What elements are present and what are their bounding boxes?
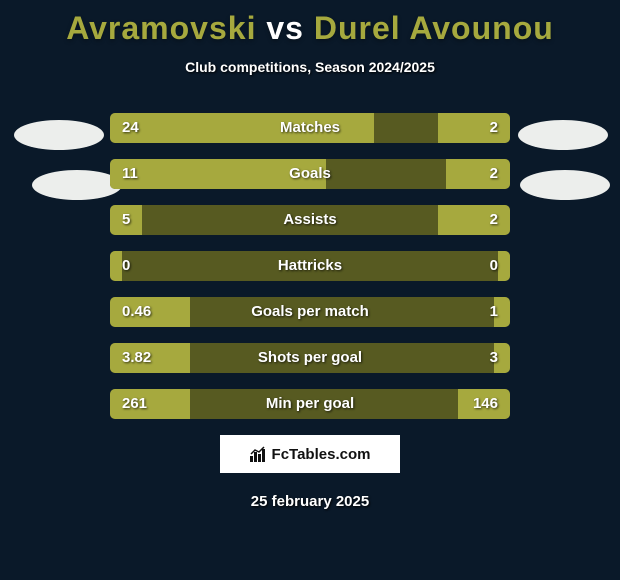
stat-label: Goals [110,159,510,189]
stat-row: Matches24 2 [110,113,510,143]
badge-placeholder [520,170,610,200]
stat-value-left: 261 [122,389,147,419]
stat-value-left: 0.46 [122,297,151,327]
player2-name: Durel Avounou [314,10,554,46]
vs-text: vs [266,10,304,46]
player2-badges [518,120,608,220]
badge-placeholder [518,120,608,150]
brand-badge: FcTables.com [220,435,400,473]
date-text: 25 february 2025 [0,493,620,510]
stat-row: Min per goal261 146 [110,389,510,419]
stat-value-right: 3 [490,343,498,373]
stat-label: Min per goal [110,389,510,419]
stat-value-right: 2 [490,113,498,143]
stat-value-left: 24 [122,113,139,143]
stat-label: Shots per goal [110,343,510,373]
stat-value-right: 2 [490,159,498,189]
stat-label: Assists [110,205,510,235]
stat-value-left: 11 [122,159,138,189]
stat-row: Goals11 2 [110,159,510,189]
stat-value-right: 1 [490,297,498,327]
stat-value-left: 5 [122,205,130,235]
stat-label: Matches [110,113,510,143]
stats-bars: Matches242Goals112Assists52Hattricks00Go… [110,113,510,419]
stat-value-right: 146 [473,389,498,419]
stat-value-right: 0 [490,251,498,281]
badge-placeholder [32,170,122,200]
stat-value-left: 3.82 [122,343,151,373]
player1-name: Avramovski [66,10,256,46]
chart-icon [250,446,268,462]
stat-row: Shots per goal3.82 3 [110,343,510,373]
badge-placeholder [14,120,104,150]
comparison-title: Avramovski vs Durel Avounou [0,0,620,47]
stat-value-right: 2 [490,205,498,235]
subtitle: Club competitions, Season 2024/2025 [0,59,620,75]
stat-label: Hattricks [110,251,510,281]
brand-text: FcTables.com [272,446,371,463]
stat-row: Hattricks0 0 [110,251,510,281]
stat-value-left: 0 [122,251,130,281]
stat-row: Goals per match0.46 1 [110,297,510,327]
player1-badges [14,120,104,220]
stat-row: Assists5 2 [110,205,510,235]
stat-label: Goals per match [110,297,510,327]
